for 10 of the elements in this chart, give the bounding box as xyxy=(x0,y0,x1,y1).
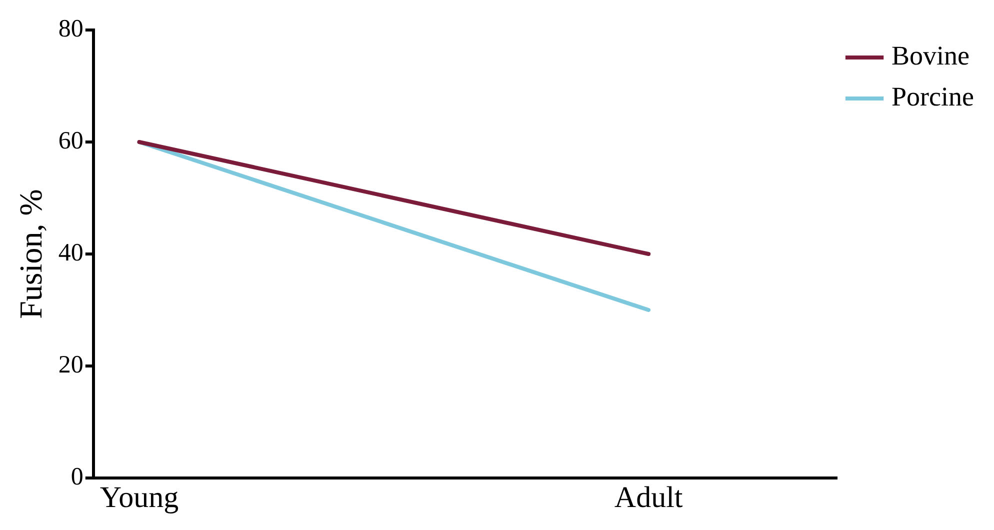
y-tick-label: 0 xyxy=(70,464,84,491)
y-axis-title: Fusion, % xyxy=(12,189,49,319)
x-tick-label: Young xyxy=(100,480,179,514)
y-tick-label: 60 xyxy=(58,128,84,155)
y-tick-label: 80 xyxy=(58,16,84,43)
x-tick-label: Adult xyxy=(614,480,684,514)
y-tick-label: 20 xyxy=(58,352,84,379)
y-tick-label: 40 xyxy=(58,240,84,267)
legend-label: Porcine xyxy=(892,82,974,112)
legend-label: Bovine xyxy=(892,40,970,71)
